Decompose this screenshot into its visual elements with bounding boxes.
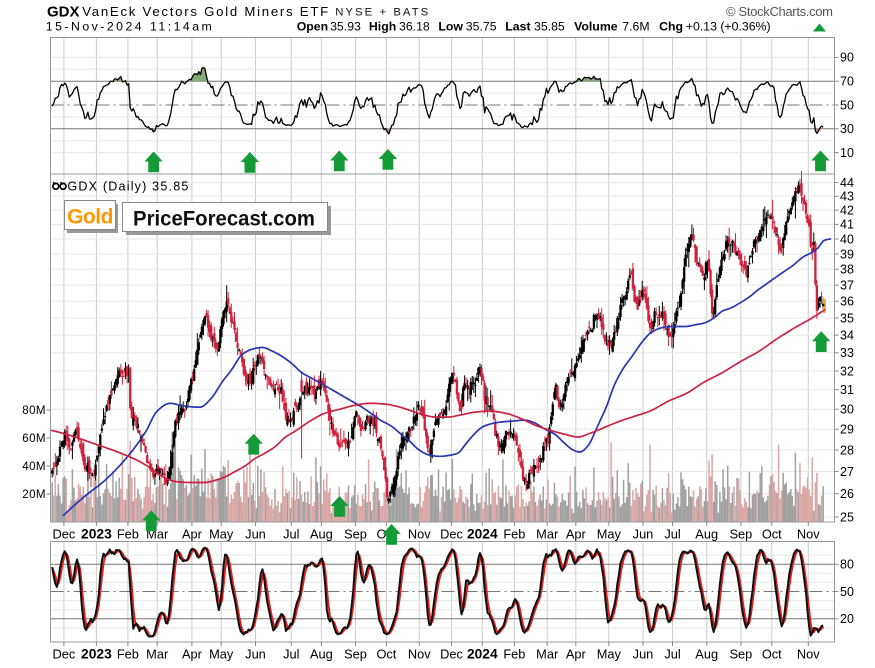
svg-text:Nov: Nov: [408, 527, 431, 542]
svg-text:Sep: Sep: [730, 647, 753, 662]
svg-text:29: 29: [840, 423, 854, 437]
svg-text:40: 40: [840, 232, 854, 246]
svg-text:Jun: Jun: [633, 527, 654, 542]
svg-text:Jun: Jun: [245, 527, 266, 542]
svg-text:Apr: Apr: [182, 527, 203, 542]
svg-text:May: May: [597, 527, 622, 542]
svg-text:May: May: [209, 527, 234, 542]
svg-text:30: 30: [840, 122, 854, 136]
svg-text:Dec: Dec: [53, 527, 76, 542]
svg-text:70: 70: [840, 75, 854, 89]
svg-text:80: 80: [840, 558, 854, 572]
svg-text:Volume: Volume: [574, 20, 618, 34]
svg-text:Aug: Aug: [310, 527, 333, 542]
svg-text:Last: Last: [505, 20, 530, 34]
svg-text:28: 28: [840, 443, 854, 457]
svg-text:Dec: Dec: [53, 647, 76, 662]
svg-text:42: 42: [840, 203, 854, 217]
svg-text:2024: 2024: [467, 647, 498, 662]
svg-text:Aug: Aug: [310, 647, 333, 662]
svg-text:44: 44: [840, 176, 854, 190]
svg-text:2023: 2023: [81, 647, 112, 662]
svg-text:May: May: [597, 647, 622, 662]
svg-text:Nov: Nov: [797, 527, 820, 542]
svg-text:25: 25: [840, 510, 854, 524]
svg-text:31: 31: [840, 383, 854, 397]
svg-text:35.75: 35.75: [466, 20, 497, 34]
svg-text:15-Nov-2024 11:14am: 15-Nov-2024 11:14am: [46, 20, 212, 34]
svg-text:36.18: 36.18: [399, 20, 430, 34]
svg-text:Jul: Jul: [664, 647, 680, 662]
svg-text:Aug: Aug: [695, 527, 718, 542]
svg-text:41: 41: [840, 218, 854, 232]
svg-text:NYSE + BATS: NYSE + BATS: [335, 7, 428, 19]
svg-text:39: 39: [840, 247, 854, 261]
svg-text:© StockCharts.com: © StockCharts.com: [726, 4, 833, 19]
svg-text:GDX: GDX: [47, 4, 80, 21]
svg-text:Jul: Jul: [664, 527, 680, 542]
svg-text:Jul: Jul: [283, 647, 299, 662]
svg-text:Sep: Sep: [730, 527, 753, 542]
svg-text:Feb: Feb: [503, 647, 525, 662]
svg-text:VanEck Vectors Gold Miners ETF: VanEck Vectors Gold Miners ETF: [82, 4, 328, 19]
svg-text:Aug: Aug: [695, 647, 718, 662]
svg-text:27: 27: [840, 465, 854, 479]
svg-text:33: 33: [840, 346, 854, 360]
svg-text:32: 32: [840, 364, 854, 378]
svg-text:35.93: 35.93: [330, 20, 361, 34]
svg-text:GDX (Daily) 35.85: GDX (Daily) 35.85: [67, 180, 188, 194]
svg-text:Low: Low: [438, 20, 463, 34]
svg-text:Feb: Feb: [117, 647, 139, 662]
svg-text:Feb: Feb: [503, 527, 525, 542]
svg-text:Nov: Nov: [797, 647, 820, 662]
svg-text:Apr: Apr: [182, 647, 203, 662]
svg-text:80M: 80M: [22, 404, 46, 417]
svg-text:20: 20: [840, 612, 854, 626]
svg-text:Feb: Feb: [117, 527, 139, 542]
svg-text:26: 26: [840, 487, 854, 501]
svg-text:37: 37: [840, 278, 854, 292]
svg-text:34: 34: [840, 328, 854, 342]
svg-text:Oct: Oct: [376, 647, 396, 662]
svg-text:+0.13 (+0.36%): +0.13 (+0.36%): [686, 20, 771, 34]
svg-text:Open: Open: [297, 20, 328, 34]
svg-text:36: 36: [840, 295, 854, 309]
svg-text:20M: 20M: [22, 488, 46, 501]
svg-text:2024: 2024: [467, 527, 498, 542]
svg-text:Apr: Apr: [566, 647, 587, 662]
svg-text:60M: 60M: [22, 432, 46, 445]
svg-text:Sep: Sep: [344, 527, 367, 542]
svg-text:50: 50: [840, 98, 854, 112]
svg-text:Dec: Dec: [440, 647, 463, 662]
svg-text:Oct: Oct: [762, 647, 782, 662]
svg-text:Mar: Mar: [536, 647, 559, 662]
svg-text:Apr: Apr: [566, 527, 587, 542]
svg-text:Jun: Jun: [633, 647, 654, 662]
svg-text:50: 50: [840, 585, 854, 599]
svg-text:35: 35: [840, 311, 854, 325]
svg-text:PriceForecast.com: PriceForecast.com: [133, 208, 315, 231]
svg-text:30: 30: [840, 403, 854, 417]
svg-text:38: 38: [840, 263, 854, 277]
svg-text:Mar: Mar: [146, 647, 169, 662]
svg-text:Gold: Gold: [67, 206, 113, 229]
svg-text:Oct: Oct: [762, 527, 782, 542]
svg-text:Sep: Sep: [344, 647, 367, 662]
svg-text:Mar: Mar: [536, 527, 559, 542]
svg-text:Nov: Nov: [408, 647, 431, 662]
svg-text:High: High: [369, 20, 396, 34]
svg-text:35.85: 35.85: [534, 20, 565, 34]
svg-text:Jul: Jul: [283, 527, 299, 542]
svg-text:90: 90: [840, 51, 854, 65]
svg-text:43: 43: [840, 190, 854, 204]
svg-text:10: 10: [840, 146, 854, 160]
svg-text:Dec: Dec: [440, 527, 463, 542]
svg-text:7.6M: 7.6M: [622, 20, 649, 34]
svg-text:Chg: Chg: [659, 20, 683, 34]
svg-text:2023: 2023: [81, 527, 112, 542]
svg-text:Jun: Jun: [245, 647, 266, 662]
svg-text:40M: 40M: [22, 460, 46, 473]
svg-text:May: May: [209, 647, 234, 662]
